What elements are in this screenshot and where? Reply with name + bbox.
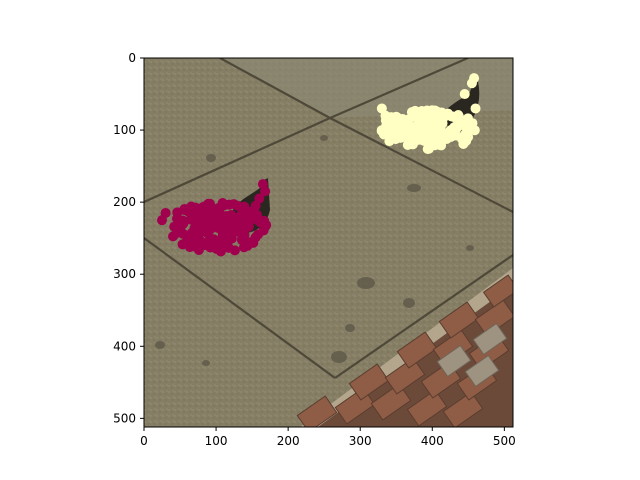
overlay-point	[416, 126, 427, 137]
overlay-point	[247, 208, 258, 219]
y-tick-label: 100	[113, 123, 136, 137]
y-tick-label: 200	[113, 195, 136, 209]
overlay-point	[238, 242, 249, 253]
overlay-point	[421, 105, 432, 116]
overlay-point	[378, 129, 389, 140]
overlay-point	[459, 89, 470, 100]
overlay-point	[449, 128, 460, 139]
overlay-point	[250, 232, 261, 243]
overlay-point	[462, 113, 473, 124]
x-tick-label: 100	[205, 434, 228, 448]
overlay-point	[215, 222, 226, 233]
overlay-point	[215, 246, 226, 257]
overlay-point	[178, 229, 189, 240]
y-axis: 0 100 200 300 400 500	[113, 51, 144, 425]
overlay-point	[390, 134, 401, 145]
y-tick-label: 300	[113, 267, 136, 281]
overlay-point	[218, 200, 229, 211]
cobblestones	[296, 274, 513, 427]
overlay-point	[250, 200, 261, 211]
overlay-point	[450, 112, 461, 123]
overlay-point	[178, 218, 189, 229]
overlay-point	[217, 234, 228, 245]
overlay-point	[432, 106, 443, 117]
y-tick-label: 0	[128, 51, 136, 65]
overlay-point	[168, 231, 179, 242]
overlay-point	[260, 186, 271, 197]
overlay-point	[469, 73, 480, 84]
overlay-point	[237, 208, 248, 219]
overlay-point	[410, 105, 421, 116]
overlay-point	[199, 215, 210, 226]
overlay-point	[190, 215, 201, 226]
overlay-point	[412, 134, 423, 145]
overlay-point	[433, 124, 444, 135]
overlay-point	[193, 229, 204, 240]
overlay-point	[376, 103, 387, 114]
x-tick-label: 0	[140, 434, 148, 448]
x-tick-label: 400	[421, 434, 444, 448]
overlay-point	[470, 103, 481, 114]
overlay-point	[157, 215, 168, 226]
overlay-point	[399, 116, 410, 127]
overlay-point	[190, 205, 201, 216]
overlay-point	[243, 221, 254, 232]
overlay-point	[427, 116, 438, 127]
overlay-point	[198, 207, 209, 218]
x-tick-label: 500	[493, 434, 516, 448]
x-tick-label: 200	[277, 434, 300, 448]
left-point-cluster	[157, 179, 272, 257]
overlay-point	[205, 224, 216, 235]
axes-frame	[143, 57, 514, 428]
x-tick-label: 300	[349, 434, 372, 448]
y-tick-label: 400	[113, 339, 136, 353]
x-axis: 0 100 200 300 400 500	[140, 427, 516, 448]
overlay-point	[431, 134, 442, 145]
stains	[155, 135, 474, 366]
overlay-point	[229, 222, 240, 233]
y-tick-label: 500	[113, 411, 136, 425]
overlay-point	[464, 123, 475, 134]
right-point-cluster	[376, 73, 481, 155]
overlay-point	[228, 199, 239, 210]
slab-joints	[144, 58, 513, 379]
overlay-point	[205, 242, 216, 253]
overlay-point	[193, 245, 204, 256]
overlay-point	[182, 206, 193, 217]
overlay-point	[402, 128, 413, 139]
